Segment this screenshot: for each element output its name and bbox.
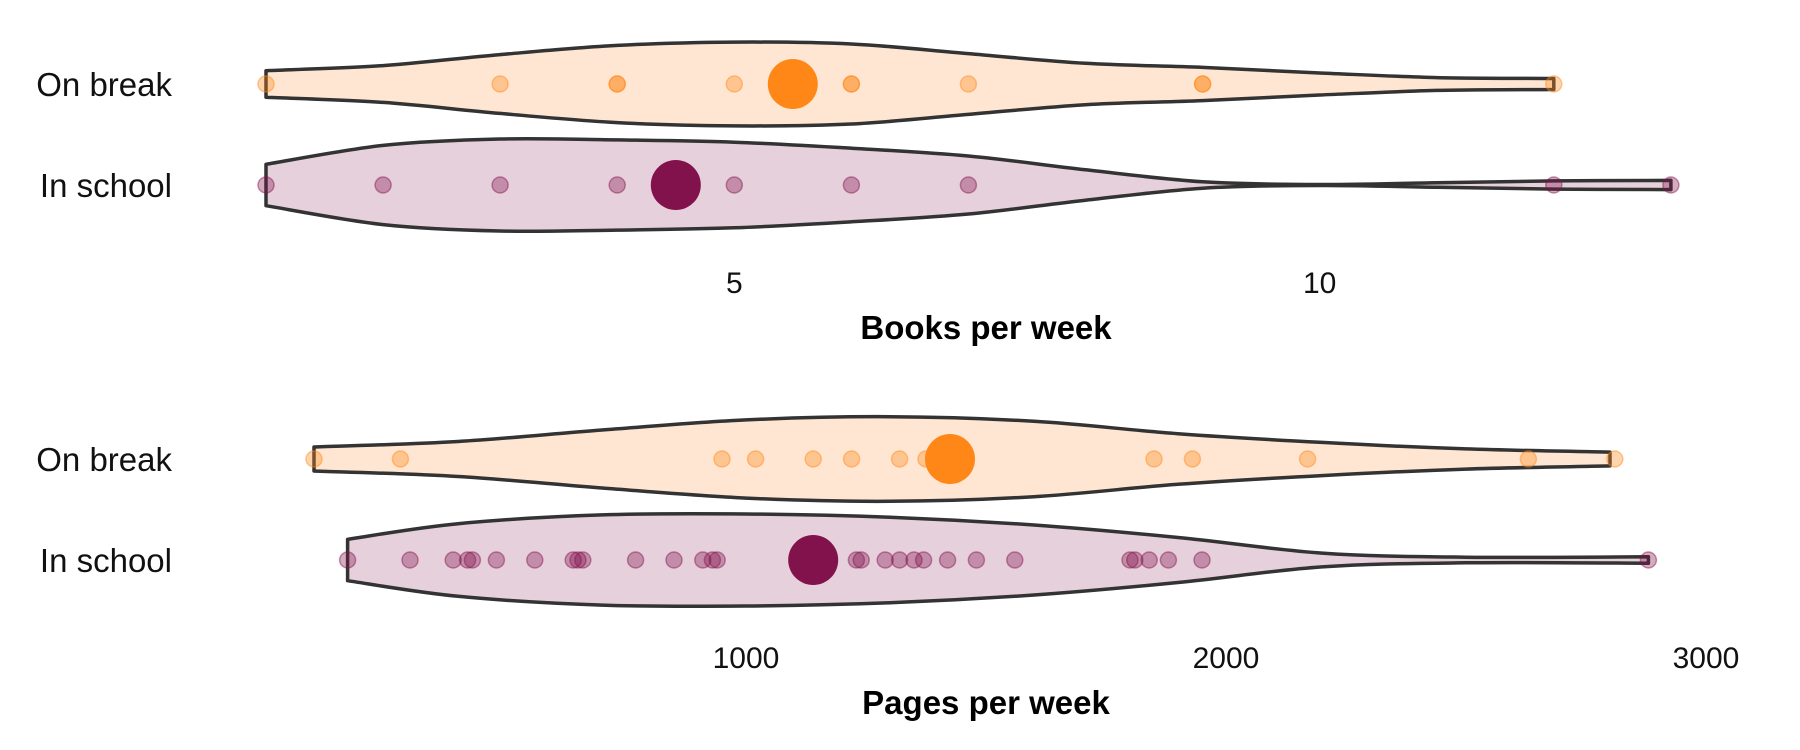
data-point-in-school (876, 551, 894, 569)
data-point-in-school (463, 551, 482, 569)
data-point-on-break (725, 75, 744, 93)
data-point-on-break (842, 75, 861, 93)
data-point-on-break (713, 450, 731, 468)
data-point-on-break (746, 450, 765, 468)
books-per-week-panel: On break In school 5 10 Books per week (36, 40, 1680, 346)
pages-per-week-panel: On break In school 1000 2000 3000 Pages pe… (36, 414, 1740, 721)
data-point-in-school (1639, 551, 1658, 569)
mean-marker-in-school (650, 160, 701, 210)
data-point-in-school (1140, 551, 1158, 569)
data-point-in-school (1662, 176, 1680, 194)
data-point-on-break (842, 450, 861, 468)
data-point-in-school (1121, 551, 1139, 569)
data-point-in-school (938, 551, 957, 569)
x-tick-label: 5 (726, 267, 743, 300)
data-point-on-break (305, 450, 323, 468)
x-tick-label: 1000 (713, 642, 780, 675)
data-point-in-school (564, 551, 582, 569)
mean-marker-in-school (788, 535, 839, 585)
data-point-in-school (1126, 551, 1144, 569)
data-point-in-school (574, 551, 592, 569)
data-point-in-school (491, 176, 509, 194)
data-point-on-break (257, 75, 275, 93)
data-point-on-break (608, 75, 626, 93)
data-point-in-school (444, 551, 462, 569)
data-point-in-school (1159, 551, 1178, 569)
mean-marker-on-break (767, 59, 818, 109)
data-point-in-school (725, 176, 744, 194)
data-point-in-school (401, 551, 419, 569)
data-point-in-school (338, 551, 357, 569)
data-point-on-break (1193, 75, 1212, 93)
data-point-in-school (905, 551, 923, 569)
data-point-in-school (852, 551, 870, 569)
data-point-in-school (1545, 176, 1563, 194)
data-point-in-school (959, 176, 978, 194)
violin-in-school (264, 136, 1673, 234)
data-point-in-school (694, 551, 712, 569)
category-label-on-break: On break (36, 441, 172, 478)
data-point-on-break (959, 75, 978, 93)
violin-in-school (345, 511, 1651, 609)
data-point-on-break (608, 75, 626, 93)
data-point-on-break (842, 75, 861, 93)
data-point-in-school (890, 551, 909, 569)
data-point-in-school (569, 551, 587, 569)
data-point-in-school (708, 551, 726, 569)
data-point-in-school (847, 551, 866, 569)
data-point-in-school (1193, 551, 1211, 569)
x-axis-title-books: Books per week (860, 309, 1112, 346)
category-label-in-school: In school (40, 542, 172, 579)
data-point-in-school (257, 176, 275, 194)
data-point-on-break (1606, 450, 1624, 468)
data-point-in-school (487, 551, 506, 569)
data-point-on-break (1519, 450, 1538, 468)
x-tick-label: 2000 (1193, 642, 1260, 675)
data-point-on-break (1193, 75, 1212, 93)
category-label-on-break: On break (36, 66, 172, 103)
x-tick-label: 3000 (1673, 642, 1740, 675)
x-axis-title-pages: Pages per week (862, 684, 1110, 721)
data-point-on-break (1298, 450, 1317, 468)
x-tick-label: 10 (1303, 267, 1336, 300)
data-point-on-break (890, 450, 909, 468)
mean-marker-on-break (925, 434, 975, 484)
data-point-in-school (967, 551, 986, 569)
data-point-on-break (391, 450, 410, 468)
data-point-in-school (374, 176, 392, 194)
data-point-in-school (1006, 551, 1024, 569)
data-point-on-break (804, 450, 822, 468)
data-point-on-break (1183, 450, 1202, 468)
data-point-on-break (491, 75, 509, 93)
data-point-on-break (1145, 450, 1163, 468)
category-label-in-school: In school (40, 167, 172, 204)
data-point-in-school (703, 551, 722, 569)
data-point-in-school (458, 551, 477, 569)
data-point-in-school (526, 551, 544, 569)
data-point-in-school (842, 176, 861, 194)
data-point-in-school (626, 551, 645, 569)
data-point-on-break (1545, 75, 1563, 93)
data-point-in-school (608, 176, 626, 194)
violin-on-break (264, 40, 1556, 128)
data-point-in-school (914, 551, 933, 569)
data-point-in-school (665, 551, 683, 569)
